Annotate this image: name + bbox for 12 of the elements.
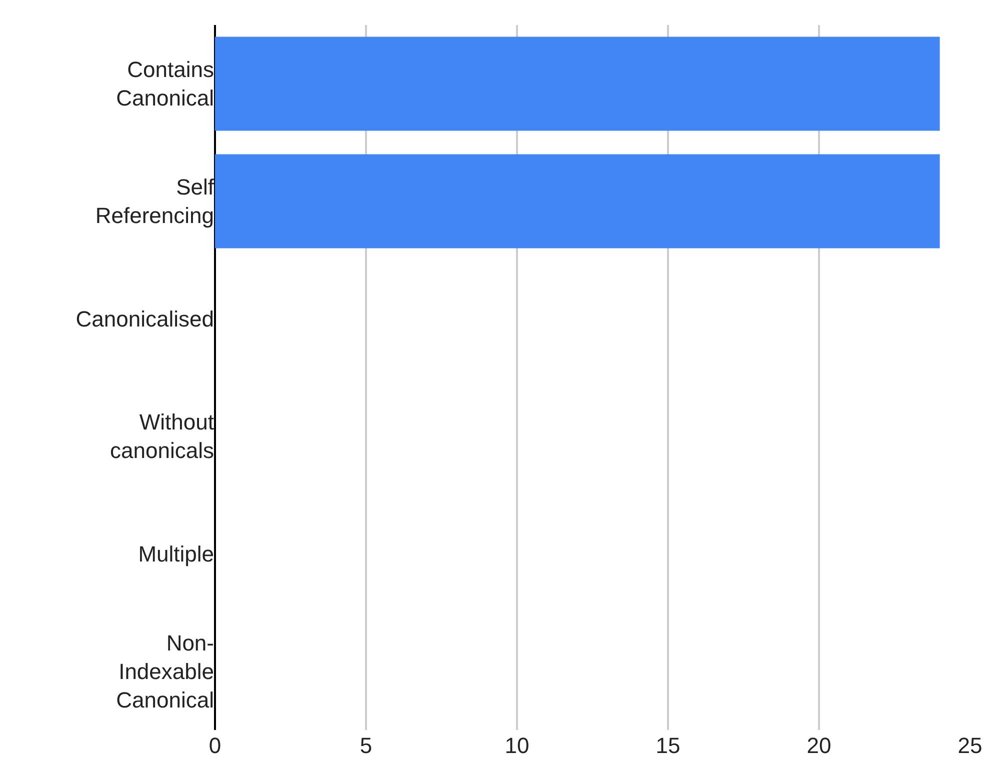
x-tick-label: 10 <box>504 733 530 758</box>
x-tick-label: 15 <box>656 733 680 758</box>
x-tick-label: 0 <box>208 733 222 758</box>
y-tick-label: Self Referencing <box>95 174 215 228</box>
y-tick-label: Non-Indexable Canonical <box>116 630 214 713</box>
y-tick-label: Without canonicals <box>110 410 214 464</box>
x-tick-label: 20 <box>806 733 832 758</box>
y-tick-label: Canonicalised <box>76 306 214 332</box>
y-tick-label: Contains Canonical <box>116 57 214 111</box>
y-tick-label: Multiple <box>138 541 214 566</box>
x-tick-label: 25 <box>958 733 982 758</box>
x-tick-label: 5 <box>360 733 372 758</box>
